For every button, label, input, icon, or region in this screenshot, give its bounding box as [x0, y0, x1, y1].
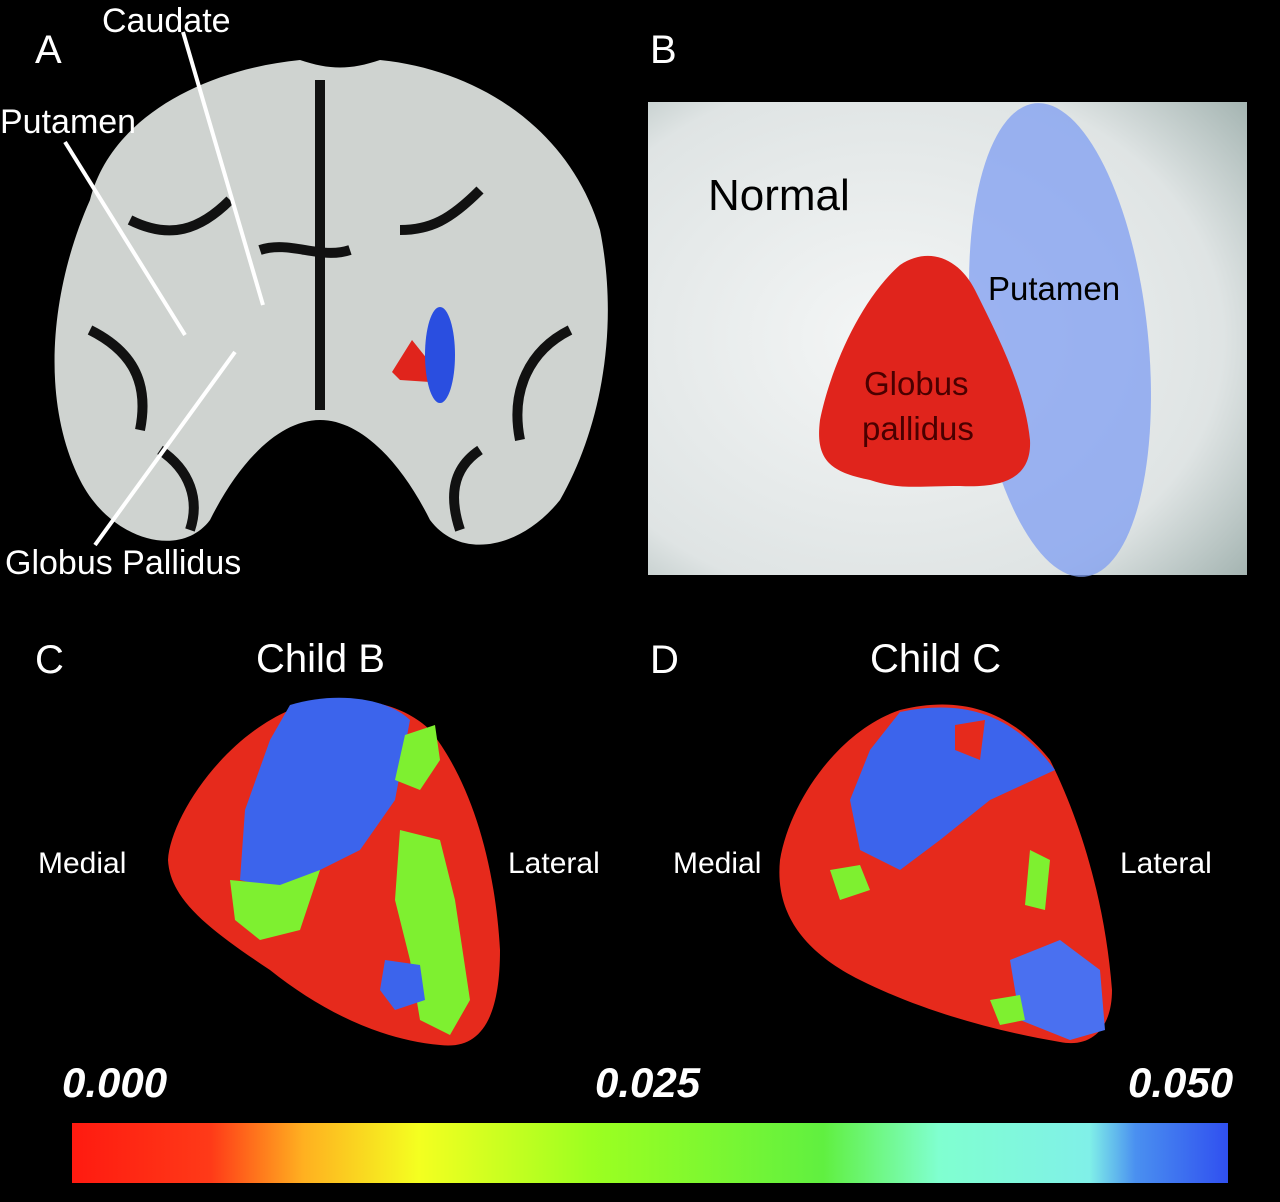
globus-pallidus-label: Globus — [864, 365, 969, 402]
lateral-label: Lateral — [1120, 847, 1212, 880]
normal-label: Normal — [708, 171, 850, 220]
putamen-label: Putamen — [0, 103, 136, 141]
panel-label: C — [35, 638, 64, 682]
panel-b: B Normal Putamen Globus pallidus — [648, 28, 1247, 577]
colorbar-scale — [72, 1123, 1228, 1183]
globus-pallidus-surface — [819, 255, 1031, 487]
panel-a: A Caudate Putamen Globus Pallidus — [0, 2, 608, 582]
brain-slice — [54, 60, 608, 545]
surface-patch — [830, 865, 870, 900]
surface-patch — [955, 720, 985, 760]
surface-patch — [380, 960, 425, 1010]
globus-pallidus-label: pallidus — [862, 410, 974, 447]
medial-label: Medial — [38, 847, 126, 880]
globus-pallidus-3d — [392, 340, 432, 382]
colorbar-label: 0.050 — [1128, 1059, 1233, 1106]
surface-patch — [240, 697, 410, 890]
medial-label: Medial — [673, 847, 761, 880]
panel-title: Child C — [870, 637, 1001, 681]
surface-patch — [230, 870, 320, 940]
panel-label: A — [35, 28, 62, 72]
panel-c: C Child B Medial Lateral — [35, 637, 600, 1046]
surface-patch — [850, 707, 1055, 870]
putamen-label: Putamen — [988, 270, 1120, 307]
surface-patch — [1025, 850, 1050, 910]
surface-patch — [395, 725, 440, 790]
panel-d: D Child C Medial Lateral — [650, 637, 1212, 1044]
colorbar-label: 0.025 — [595, 1059, 701, 1106]
surface-patch — [1010, 940, 1105, 1040]
lateral-label: Lateral — [508, 847, 600, 880]
leader-lines — [63, 31, 265, 547]
panel-title: Child B — [256, 637, 385, 681]
panel-label: B — [650, 28, 677, 72]
surface-patch — [990, 995, 1025, 1025]
panel-label: D — [650, 638, 679, 682]
putamen-3d — [425, 307, 455, 403]
colorbar-label: 0.000 — [62, 1059, 167, 1106]
surface-patch — [395, 830, 470, 1035]
caudate-label: Caudate — [102, 2, 231, 40]
colorbar: 0.000 0.025 0.050 — [62, 1059, 1233, 1183]
brain-folds — [87, 80, 573, 532]
globus-pallidus-label: Globus Pallidus — [5, 544, 241, 582]
